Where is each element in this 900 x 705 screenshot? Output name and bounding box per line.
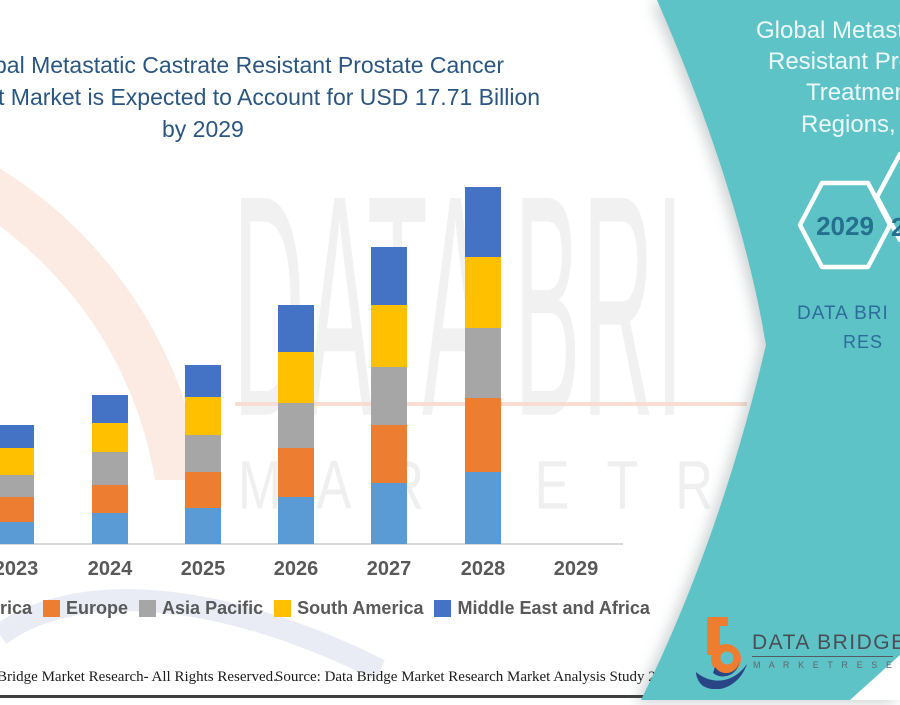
bar-segment-north-america-2024 — [92, 513, 128, 544]
data-bridge-logo-icon — [696, 617, 747, 689]
side-panel-title-line-1: Global Metast — [756, 17, 900, 44]
bar-segment-north-america-2028 — [465, 472, 501, 544]
x-axis-label-2023: 2023 — [0, 558, 39, 580]
bar-segment-europe-2023 — [0, 497, 34, 522]
bar-segment-north-america-2023 — [0, 522, 34, 544]
footer-divider-line — [0, 695, 646, 698]
side-panel-title-line-4: Regions, 2 — [801, 111, 900, 138]
bar-segment-north-america-2026 — [278, 497, 314, 544]
legend-swatch — [434, 600, 452, 617]
logo-wordmark: DATA BRIDGE — [752, 631, 900, 654]
side-panel-title-line-3: Treatmen — [806, 79, 900, 106]
legend-item-middle-east-and-africa: Middle East and Africa — [434, 598, 650, 619]
x-axis-label-2026: 2026 — [273, 558, 319, 580]
x-axis-label-2029: 2029 — [553, 558, 599, 580]
x-axis-line — [0, 543, 623, 545]
panel-brand-line1: DATA BRI — [797, 303, 889, 324]
bar-segment-middle-east-and-africa-2026 — [278, 305, 314, 352]
bar-segment-europe-2028 — [465, 398, 501, 472]
bar-segment-europe-2024 — [92, 485, 128, 513]
bar-segment-asia-pacific-2028 — [465, 328, 501, 398]
bar-segment-south-america-2026 — [278, 352, 314, 403]
legend-label: Middle East and Africa — [457, 598, 650, 618]
bar-segment-asia-pacific-2027 — [371, 367, 407, 425]
bar-segment-middle-east-and-africa-2027 — [371, 247, 407, 305]
x-axis-label-2027: 2027 — [366, 558, 412, 580]
hexagon-partial: 2 — [874, 151, 900, 243]
page-title-line-1: bal Metastatic Castrate Resistant Prosta… — [0, 52, 505, 78]
bar-segment-south-america-2027 — [371, 305, 407, 367]
hexagon-year-label: 2029 — [816, 211, 874, 241]
x-axis-label-2028: 2028 — [460, 558, 506, 580]
bar-segment-asia-pacific-2023 — [0, 475, 34, 497]
x-axis-label-2025: 2025 — [180, 558, 226, 580]
bar-segment-europe-2027 — [371, 425, 407, 483]
page-title-line-2: t Market is Expected to Account for USD … — [0, 84, 541, 110]
logo-divider — [752, 656, 893, 657]
bar-segment-north-america-2025 — [185, 508, 221, 544]
bar-segment-europe-2026 — [278, 448, 314, 497]
side-panel-title-line-2: Resistant Pro — [768, 48, 900, 75]
page-title-line-3: by 2029 — [162, 116, 244, 142]
x-axis-label-2024: 2024 — [87, 558, 133, 580]
bar-segment-asia-pacific-2026 — [278, 403, 314, 448]
bar-segment-north-america-2027 — [371, 483, 407, 544]
bar-segment-south-america-2028 — [465, 257, 501, 328]
bar-segment-middle-east-and-africa-2028 — [465, 187, 501, 257]
panel-brand-line2: RES — [843, 332, 884, 352]
logo-tagline: M A R K E T R E S E A R C H — [753, 660, 900, 670]
hexagon-partial-year: 2 — [891, 212, 900, 242]
